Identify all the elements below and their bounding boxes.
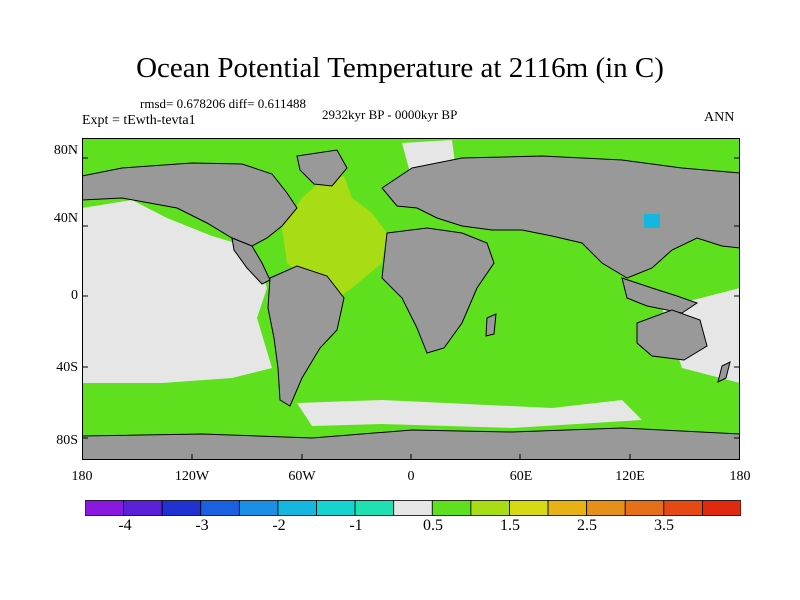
greenland bbox=[296, 149, 348, 187]
lat-tick-40s: 40S bbox=[56, 360, 78, 375]
southern-ocean-pale-band bbox=[297, 400, 642, 428]
lon-tick-60e: 60E bbox=[509, 469, 533, 484]
south-america bbox=[267, 265, 345, 407]
colorbar-swatch bbox=[85, 500, 124, 516]
colorbar-label: 1.5 bbox=[500, 517, 520, 534]
colorbar bbox=[85, 500, 741, 516]
colorbar-swatch bbox=[586, 500, 626, 516]
colorbar-swatch bbox=[123, 500, 163, 516]
season-label: ANN bbox=[704, 110, 735, 125]
colorbar-swatch bbox=[663, 500, 703, 516]
lon-tick-60w: 60W bbox=[288, 469, 316, 484]
time-range-subtitle: 2932kyr BP - 0000kyr BP bbox=[322, 107, 458, 122]
maritime-continent bbox=[621, 277, 699, 314]
colorbar-swatch bbox=[316, 500, 356, 516]
colorbar-label: 0.5 bbox=[423, 517, 443, 534]
lon-tick-180e: 180 bbox=[729, 469, 751, 484]
lon-tick-0: 0 bbox=[407, 469, 415, 484]
africa bbox=[381, 227, 495, 354]
north-america bbox=[82, 162, 298, 247]
eurasia bbox=[381, 155, 740, 279]
atlantic-anomaly-region bbox=[282, 176, 387, 300]
japan-cold-spot bbox=[644, 214, 660, 228]
lat-tick-40n: 40N bbox=[53, 211, 78, 226]
lon-tick-180w: 180 bbox=[71, 469, 93, 484]
colorbar-swatch bbox=[354, 500, 395, 516]
australia bbox=[636, 309, 708, 361]
colorbar-label: -2 bbox=[272, 517, 286, 534]
colorbar-swatch bbox=[393, 500, 433, 516]
colorbar-swatch bbox=[624, 500, 665, 516]
colorbar-swatch bbox=[702, 500, 741, 516]
lon-tick-120e: 120E bbox=[615, 469, 645, 484]
colorbar-label: -1 bbox=[349, 517, 363, 534]
axis-ticks bbox=[82, 157, 740, 460]
lat-tick-80n: 80N bbox=[53, 143, 78, 158]
colorbar-swatch bbox=[161, 500, 202, 516]
colorbar-swatch bbox=[547, 500, 588, 516]
new-zealand bbox=[717, 361, 731, 383]
lat-tick-0: 0 bbox=[71, 288, 78, 303]
colorbar-swatch bbox=[470, 500, 510, 516]
colorbar-swatch bbox=[238, 500, 279, 516]
colorbar-label: -4 bbox=[118, 517, 132, 534]
colorbar-label: -3 bbox=[195, 517, 209, 534]
experiment-label: Expt = tEwth-tevta1 bbox=[82, 113, 196, 128]
lat-tick-80s: 80S bbox=[56, 433, 78, 448]
central-america bbox=[231, 237, 271, 285]
madagascar bbox=[485, 313, 497, 337]
colorbar-label: 2.5 bbox=[577, 517, 597, 534]
colorbar-swatch bbox=[200, 500, 240, 516]
colorbar-swatch bbox=[509, 500, 549, 516]
map-title: Ocean Potential Temperature at 2116m (in… bbox=[136, 52, 664, 84]
east-pacific-pale-region bbox=[82, 200, 272, 383]
colorbar-swatch bbox=[431, 500, 472, 516]
anomaly-map bbox=[82, 138, 740, 460]
colorbar-label: 3.5 bbox=[654, 517, 674, 534]
lon-tick-120w: 120W bbox=[174, 469, 210, 484]
rmsd-diff-stats: rmsd= 0.678206 diff= 0.611488 bbox=[140, 96, 306, 111]
antarctica bbox=[82, 427, 740, 460]
colorbar-swatch bbox=[277, 500, 317, 516]
